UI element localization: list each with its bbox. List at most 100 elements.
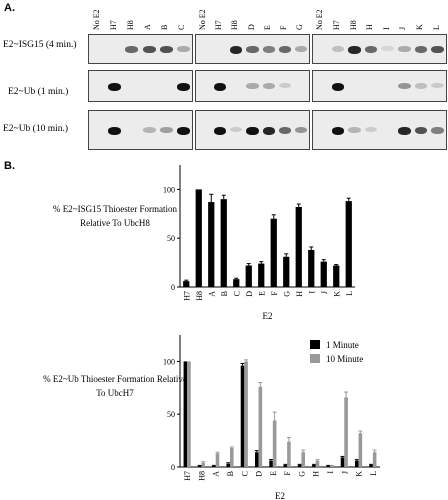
gel-band [125, 46, 139, 53]
bar [183, 281, 190, 287]
lane-label: B [160, 24, 170, 30]
isg15-thioester-bar-chart: 0 50 100 H7 H8 A B C D E F G H I J K L E2 [163, 165, 355, 321]
lane-label: H8 [230, 20, 240, 30]
lane-label: No E2 [198, 9, 208, 30]
gel-band [159, 46, 173, 54]
bar [287, 441, 291, 467]
y-tick-label: 100 [163, 357, 175, 366]
lane-label: No E2 [91, 9, 101, 30]
bar [258, 263, 265, 287]
legend-swatch [310, 354, 320, 363]
gel-band [431, 83, 444, 89]
row-label-isg15: E2~ISG15 (4 min.) [3, 40, 77, 50]
bar [283, 256, 290, 287]
lane-label: No E2 [315, 9, 325, 30]
lane-label: K [415, 24, 425, 30]
gel-band [348, 46, 361, 54]
bar [345, 201, 352, 287]
x-axis-label: E2 [263, 311, 273, 321]
gel-blot [88, 110, 193, 150]
bar [297, 464, 302, 467]
gel-band [364, 46, 378, 53]
x-tick-label: G [297, 471, 306, 477]
gel-band [142, 46, 156, 54]
y-tick-label: 50 [167, 410, 175, 419]
x-tick-label: E [257, 291, 266, 296]
x-tick-label: E [269, 471, 278, 476]
bar [369, 464, 373, 467]
gel-blot [312, 110, 447, 150]
lane-label: H8 [348, 20, 358, 30]
x-tick-label: H [312, 471, 321, 477]
bar [283, 464, 288, 467]
bar [258, 386, 263, 467]
gel-band [230, 127, 243, 133]
gel-band [331, 127, 345, 135]
bar [226, 463, 230, 467]
bar [355, 460, 359, 467]
gel-band [414, 46, 428, 53]
x-tick-label: H [295, 291, 304, 297]
y-tick-label: 0 [171, 463, 175, 472]
lane-label: H7 [108, 20, 118, 30]
gel-blot [88, 34, 193, 64]
lane-label: A [143, 24, 153, 30]
gel-band [262, 127, 275, 135]
lane-label: G [294, 24, 304, 30]
x-tick-label: K [332, 291, 341, 297]
bar [308, 249, 315, 287]
gel-band [398, 46, 411, 52]
bar [212, 465, 216, 467]
bar [333, 265, 340, 287]
bar [358, 433, 363, 467]
x-tick-label: D [255, 471, 264, 477]
bar [315, 460, 320, 467]
legend-label: 10 Minute [326, 354, 363, 364]
chart1-ylabel: % E2~ISG15 Thioester Formation Relative … [53, 204, 177, 229]
bar [340, 457, 345, 467]
x-tick-label: B [226, 471, 235, 476]
gel-blot [312, 34, 447, 64]
bar [269, 460, 273, 467]
bar [295, 206, 302, 287]
bar [245, 265, 252, 287]
bar [320, 261, 327, 287]
gel-band [278, 83, 291, 89]
gel-band [142, 127, 156, 133]
x-tick-label: H7 [182, 291, 191, 301]
gel-band [331, 46, 345, 52]
gel-band [176, 83, 190, 91]
gel-band [246, 46, 259, 53]
bar [195, 189, 202, 287]
x-tick-label: J [340, 471, 349, 474]
gel-band [176, 46, 190, 52]
x-tick-label: B [220, 291, 229, 296]
bar [230, 447, 234, 467]
gel-band [214, 127, 227, 135]
x-tick-label: A [207, 291, 216, 297]
lane-label: J [398, 26, 408, 30]
gel-band [414, 127, 428, 135]
gel-band [294, 127, 308, 134]
x-tick-label: H8 [195, 291, 204, 301]
bar [220, 199, 227, 287]
gel-band [364, 127, 378, 133]
x-tick-label: I [307, 291, 316, 294]
gel-band [381, 46, 395, 52]
bar [201, 462, 205, 467]
lane-label: H8 [125, 20, 135, 30]
x-tick-label: A [212, 471, 221, 477]
x-tick-label: G [282, 291, 291, 297]
bar [197, 465, 202, 467]
row-label-ub-10min: E2~Ub (10 min.) [3, 124, 69, 134]
x-tick-label: C [232, 291, 241, 296]
x-tick-label: L [345, 291, 354, 296]
x-tick-label: H8 [197, 471, 206, 481]
bar [187, 361, 191, 467]
gel-blot [88, 70, 193, 102]
bar [244, 361, 248, 467]
panel-a-label: A. [4, 2, 15, 14]
lane-label: L [431, 25, 441, 30]
gel-blot [195, 110, 310, 150]
gel-band [348, 127, 361, 133]
